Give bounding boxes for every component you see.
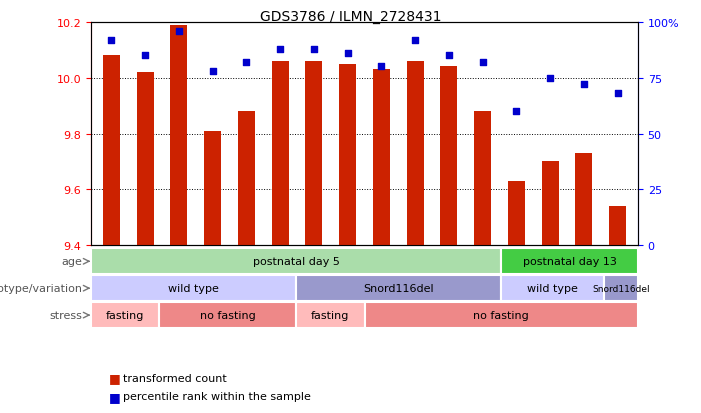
Bar <box>297 275 501 301</box>
Point <box>376 64 387 71</box>
Text: percentile rank within the sample: percentile rank within the sample <box>123 392 311 401</box>
Text: transformed count: transformed count <box>123 373 226 383</box>
Bar <box>339 64 356 246</box>
Point <box>578 82 590 88</box>
Point <box>240 59 252 66</box>
Point <box>106 37 117 44</box>
Bar <box>501 249 638 275</box>
Bar <box>373 70 390 246</box>
Point <box>511 109 522 115</box>
Text: age: age <box>62 256 83 267</box>
Bar <box>91 249 501 275</box>
Text: wild type: wild type <box>527 283 578 294</box>
Bar <box>604 275 638 301</box>
Bar <box>407 62 423 246</box>
Bar <box>238 112 255 246</box>
Text: Snord116del: Snord116del <box>363 283 434 294</box>
Bar <box>306 62 322 246</box>
Text: fasting: fasting <box>106 310 144 320</box>
Text: GDS3786 / ILMN_2728431: GDS3786 / ILMN_2728431 <box>260 10 441 24</box>
Text: fasting: fasting <box>311 310 350 320</box>
Point <box>477 59 489 66</box>
Text: Snord116del: Snord116del <box>592 284 650 293</box>
Text: wild type: wild type <box>168 283 219 294</box>
Text: postnatal day 5: postnatal day 5 <box>253 256 339 267</box>
Bar <box>542 162 559 246</box>
Point <box>207 69 218 75</box>
Point <box>173 28 184 35</box>
Bar <box>440 67 457 246</box>
Bar <box>576 154 592 246</box>
Text: postnatal day 13: postnatal day 13 <box>523 256 616 267</box>
Point <box>443 53 454 59</box>
Point <box>308 46 320 53</box>
Point <box>409 37 421 44</box>
Bar <box>609 207 626 246</box>
Point <box>139 53 151 59</box>
Point <box>342 51 353 57</box>
Bar <box>204 131 221 246</box>
Text: no fasting: no fasting <box>473 310 529 320</box>
Point <box>612 91 623 97</box>
Point <box>545 75 556 82</box>
Bar <box>91 275 297 301</box>
Text: no fasting: no fasting <box>200 310 256 320</box>
Bar <box>160 302 297 328</box>
Bar <box>297 302 365 328</box>
Bar <box>170 26 187 246</box>
Bar <box>91 302 160 328</box>
Bar <box>474 112 491 246</box>
Text: stress: stress <box>50 310 83 320</box>
Bar <box>137 73 154 246</box>
Point <box>275 46 286 53</box>
Bar <box>508 182 525 246</box>
Text: ■: ■ <box>109 371 121 385</box>
Bar <box>501 275 604 301</box>
Bar <box>103 56 120 246</box>
Bar <box>365 302 638 328</box>
Bar <box>272 62 289 246</box>
Text: ■: ■ <box>109 390 121 403</box>
Text: genotype/variation: genotype/variation <box>0 283 83 294</box>
